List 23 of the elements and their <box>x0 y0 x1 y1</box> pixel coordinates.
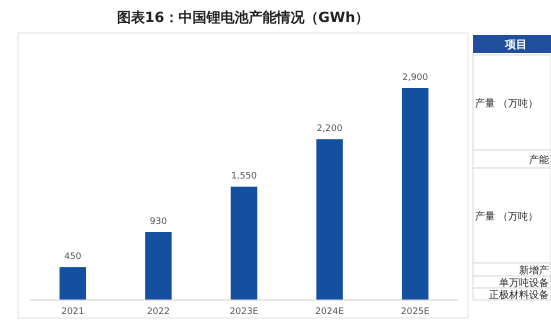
data-label: 450 <box>64 252 82 262</box>
text: 单万吨设备 <box>499 277 549 289</box>
text: 新增产 <box>519 264 549 276</box>
bar <box>60 267 86 300</box>
bar <box>316 139 343 300</box>
x-tick-label: 2022 <box>146 307 170 317</box>
text: 项目 <box>504 38 527 51</box>
bar <box>230 186 258 300</box>
bar <box>145 232 172 300</box>
text: 产量 （万吨） <box>475 210 538 222</box>
x-tick-label: 2023E <box>230 307 259 317</box>
data-label: 930 <box>150 217 168 228</box>
x-tick-label: 2024E <box>315 307 344 317</box>
text: 产能 <box>529 154 549 166</box>
chart-title: 图表16：中国锂电池产能情况（GWh） <box>116 9 370 26</box>
data-label: 1,550 <box>231 172 258 182</box>
text: 产量 （万吨） <box>475 98 538 110</box>
data-label: 2,900 <box>402 73 428 83</box>
x-tick-label: 2021 <box>61 307 84 317</box>
data-label: 2,200 <box>316 124 343 134</box>
x-tick-label: 2025E <box>400 307 430 317</box>
text: 正极材料设备 <box>489 289 549 301</box>
bar <box>402 88 428 300</box>
